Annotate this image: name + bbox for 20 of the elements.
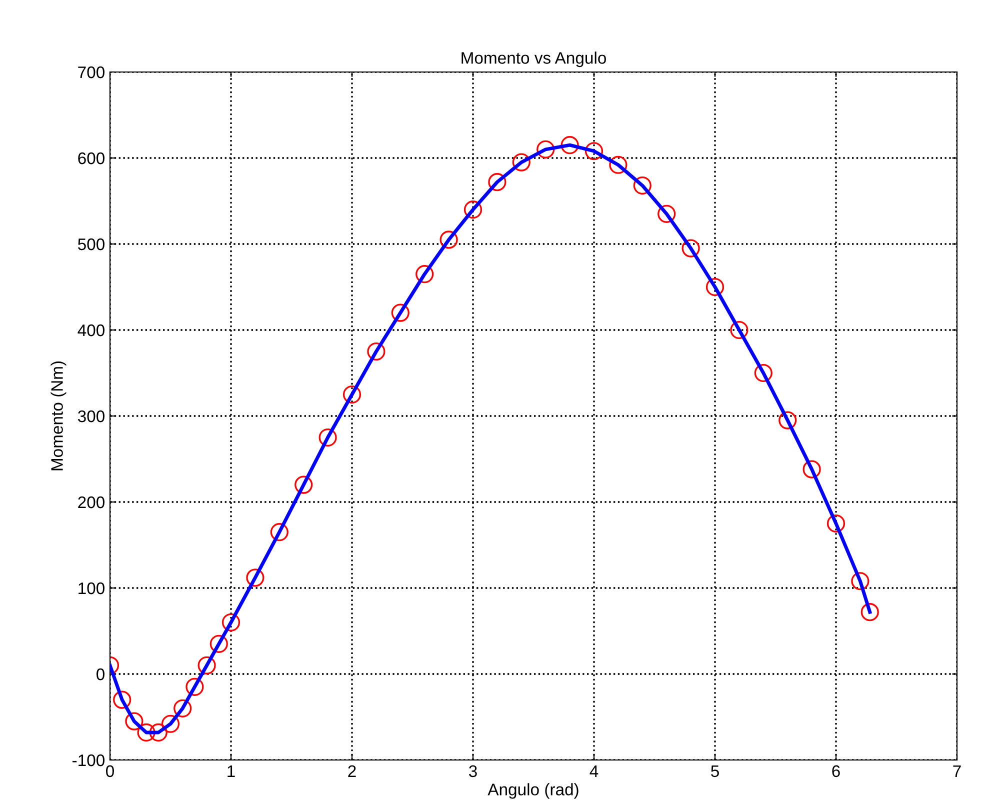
- x-axis-title: Angulo (rad): [488, 783, 578, 799]
- x-tick-label: 2: [348, 765, 356, 777]
- y-tick-label: 400: [78, 324, 104, 336]
- x-tick-label: 6: [832, 765, 840, 778]
- y-tick-label: 700: [78, 66, 104, 78]
- x-tick-label: 4: [590, 765, 598, 777]
- x-tick-label: 3: [469, 765, 477, 778]
- y-tick-label: 600: [78, 152, 104, 164]
- y-tick-label: 300: [78, 410, 104, 422]
- chart-title: Momento vs Angulo: [462, 52, 606, 68]
- x-tick-label: 1: [228, 765, 235, 777]
- y-tick-label: 100: [78, 582, 104, 594]
- y-tick-label: -100: [72, 754, 104, 766]
- y-tick-label: 0: [96, 668, 104, 680]
- y-tick-label: 500: [78, 238, 104, 250]
- x-tick-label: 7: [953, 765, 961, 777]
- x-tick-label: 5: [711, 765, 719, 778]
- y-axis-title: Momento (Nm): [50, 361, 66, 470]
- y-tick-label: 200: [78, 496, 104, 508]
- x-tick-label: 0: [106, 765, 114, 778]
